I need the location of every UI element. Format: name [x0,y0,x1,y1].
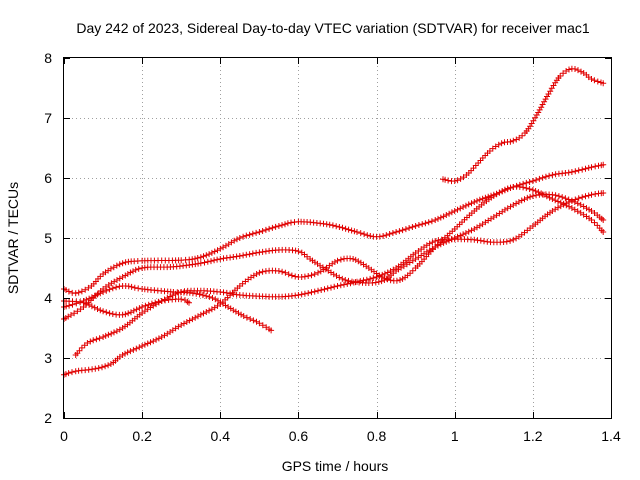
series-markers [72,190,607,358]
series-s6 [61,183,607,378]
x-tick-label: 0.8 [367,428,387,444]
y-axis-label: SDTVAR / TECUs [5,182,21,294]
tick-layer: 0 0.2 0.4 0.6 0.8 1 1.2 1.4 2 3 4 5 6 7 8 [44,50,621,444]
chart-title: Day 242 of 2023, Sidereal Day-to-day VTE… [76,20,589,36]
x-tick-label: 1 [451,428,459,444]
x-tick-label: 0.2 [132,428,152,444]
x-tick-label: 1.4 [601,428,621,444]
x-tick-label: 0 [60,428,68,444]
x-tick-label: 1.2 [523,428,543,444]
series-markers [61,183,607,378]
series-s7 [440,65,607,185]
series-markers [440,65,607,185]
y-tick-label: 4 [44,290,52,306]
x-tick-label: 0.4 [211,428,231,444]
plot-frame [63,57,612,419]
x-axis-label: GPS time / hours [282,458,389,474]
y-tick-label: 6 [44,170,52,186]
y-tick-label: 7 [44,110,52,126]
series-markers [61,283,275,334]
series-s5 [72,190,607,358]
y-tick-label: 5 [44,230,52,246]
grid [64,58,611,418]
series-layer [61,65,607,378]
y-tick-label: 2 [44,410,52,426]
y-tick-label: 3 [44,350,52,366]
y-tick-label: 8 [44,50,52,66]
series-s3 [61,283,275,334]
x-tick-label: 0.6 [289,428,309,444]
